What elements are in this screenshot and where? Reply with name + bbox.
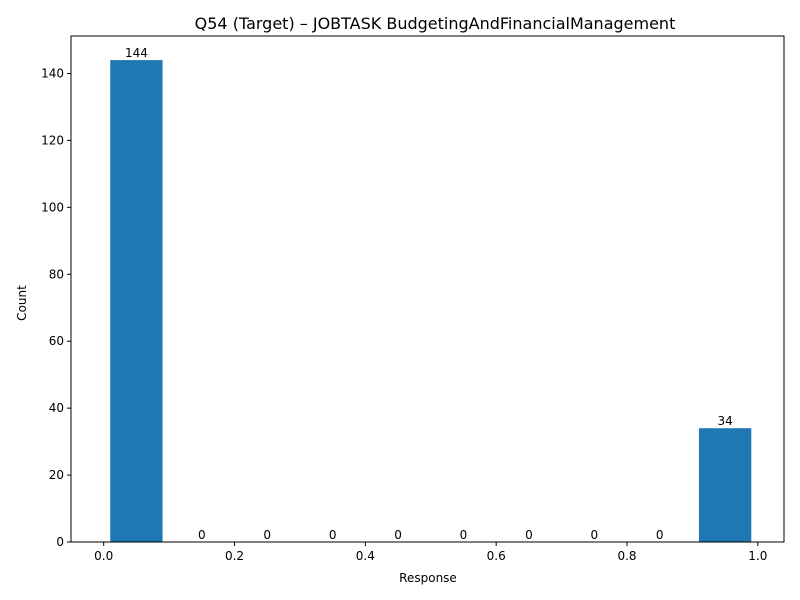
x-axis-label: Response	[399, 571, 457, 585]
x-tick-label-4: 0.8	[617, 549, 636, 563]
plot-frame	[70, 35, 785, 543]
bar-label-6: 0	[525, 528, 533, 542]
bar-label-4: 0	[394, 528, 402, 542]
y-axis-label: Count	[15, 285, 29, 321]
bar-label-2: 0	[263, 528, 271, 542]
bar-label-0: 144	[125, 46, 148, 60]
y-tick-label-6: 120	[41, 133, 64, 147]
bars-group	[110, 60, 752, 542]
bar-labels-group: 144 0 0 0 0 0 0 0 0 34	[125, 46, 733, 542]
y-tick-label-2: 40	[49, 401, 64, 415]
bar-label-1: 0	[198, 528, 206, 542]
y-tick-label-3: 60	[49, 334, 64, 348]
y-tick-label-7: 140	[41, 66, 64, 80]
y-tick-label-1: 20	[49, 468, 64, 482]
bar-label-8: 0	[656, 528, 664, 542]
x-tick-label-5: 1.0	[748, 549, 767, 563]
x-tick-label-0: 0.0	[94, 549, 113, 563]
y-axis: 0 20 40 60 80 100 120 140	[41, 66, 71, 549]
bar-label-9: 34	[717, 414, 732, 428]
y-tick-label-4: 80	[49, 267, 64, 281]
chart-title: Q54 (Target) – JOBTASK BudgetingAndFinan…	[195, 14, 676, 33]
bar-label-5: 0	[460, 528, 468, 542]
bar-label-7: 0	[590, 528, 598, 542]
y-tick-label-5: 100	[41, 200, 64, 214]
bar-0	[110, 60, 163, 542]
x-tick-label-2: 0.4	[356, 549, 375, 563]
bar-label-3: 0	[329, 528, 337, 542]
y-tick-label-0: 0	[56, 535, 64, 549]
x-tick-label-1: 0.2	[225, 549, 244, 563]
x-axis: 0.0 0.2 0.4 0.6 0.8 1.0	[94, 542, 767, 563]
x-tick-label-3: 0.6	[487, 549, 506, 563]
bar-9	[698, 428, 752, 542]
